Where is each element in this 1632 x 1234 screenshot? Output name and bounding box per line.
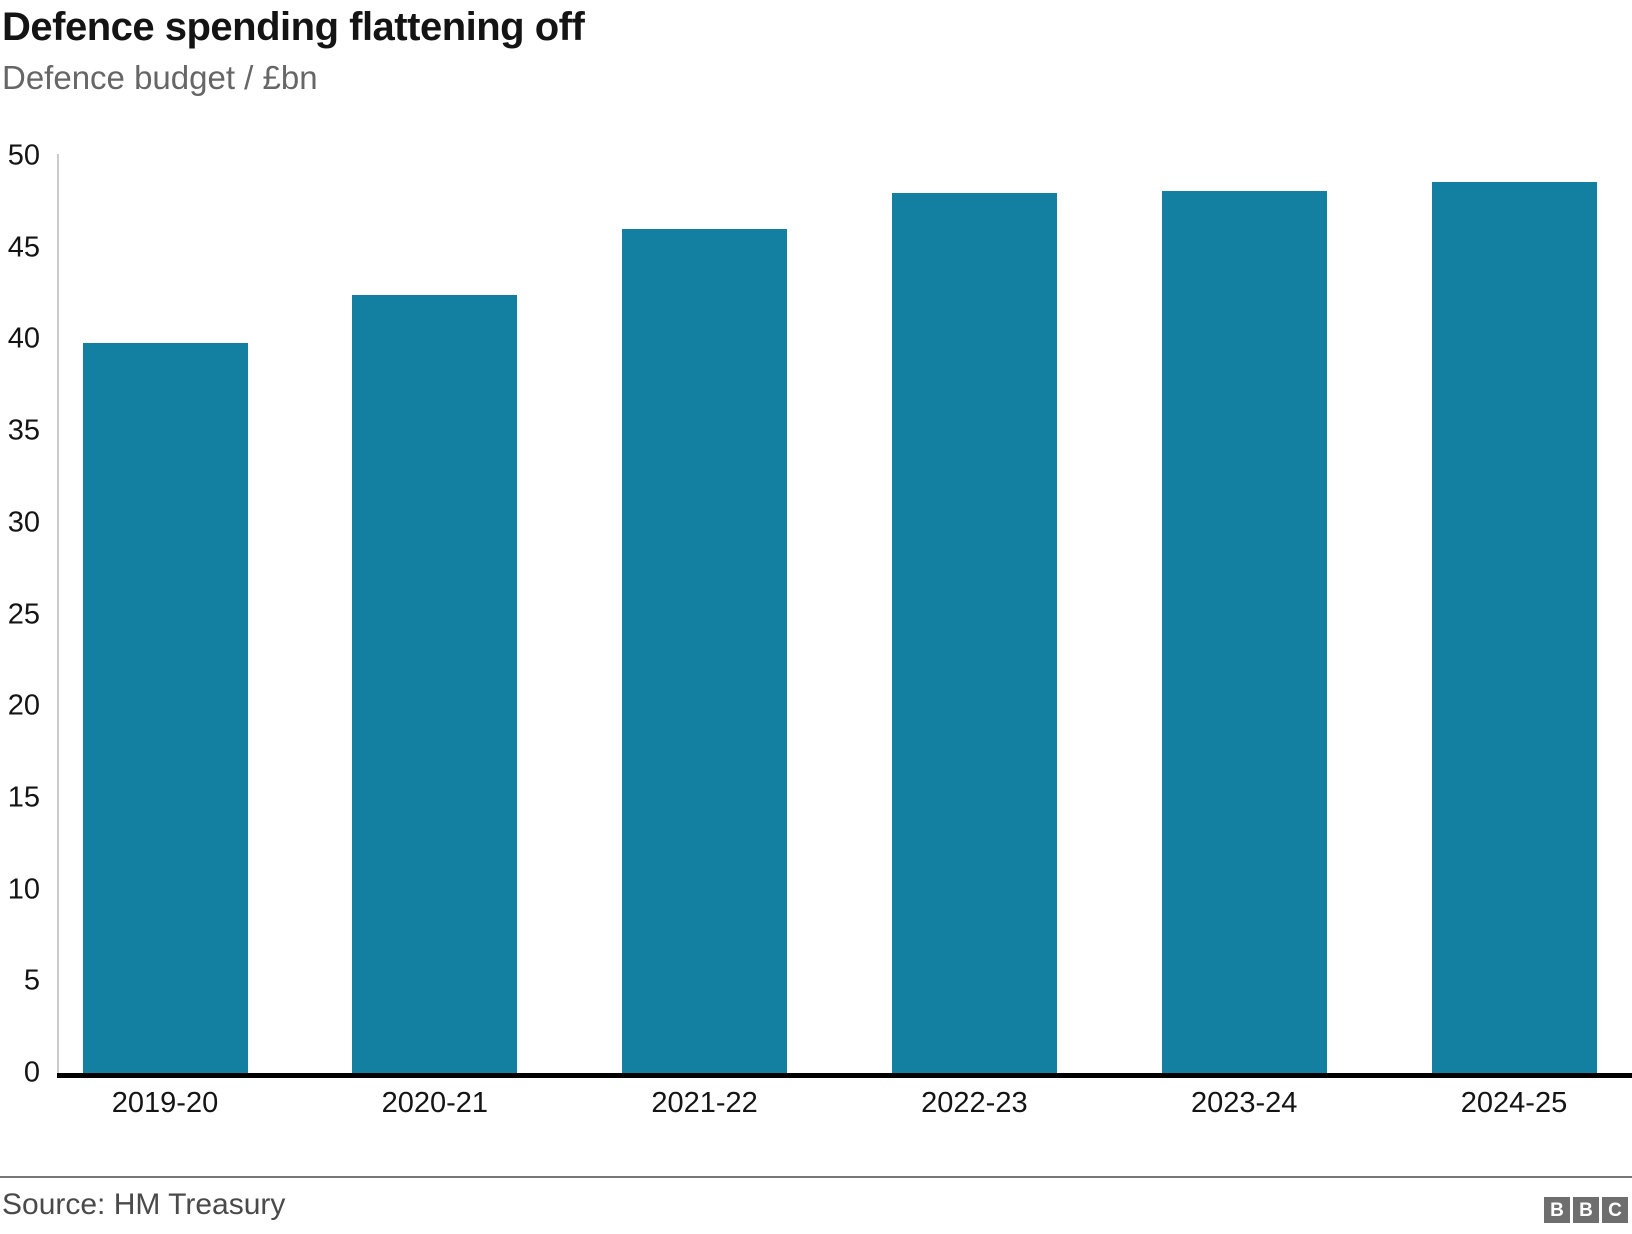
y-tick-label: 40 [7,322,40,355]
plot-area [57,154,1632,1078]
y-tick-label: 50 [7,139,40,172]
bar-2022-23 [891,192,1057,1073]
chart-title: Defence spending flattening off [2,5,585,49]
bbc-logo-letter: B [1573,1197,1599,1223]
x-tick-label: 2022-23 [921,1087,1028,1119]
y-axis: 0 5 10 15 20 25 30 35 40 45 50 [0,140,40,1089]
bar-2023-24 [1161,190,1327,1073]
bar-2024-25 [1431,181,1597,1073]
x-tick-label: 2019-20 [111,1087,219,1119]
y-tick-label: 45 [7,231,40,264]
x-axis: 2019-20 2020-21 2021-22 2022-23 2023-24 2024-… [57,1087,1632,1129]
y-axis-line [57,154,59,1073]
source-label: Source: HM Treasury [2,1188,286,1221]
bbc-logo-letter: C [1602,1197,1628,1223]
x-axis-line [57,1073,1632,1078]
y-tick-label: 35 [7,414,40,447]
y-tick-label: 5 [23,964,40,997]
y-tick-label: 25 [7,598,40,630]
x-tick-label: 2024-25 [1460,1087,1568,1119]
y-tick-label: 10 [7,873,40,906]
y-tick-label: 20 [7,689,40,722]
bar-2019-20 [82,343,248,1073]
x-tick-label: 2023-24 [1190,1087,1298,1119]
x-tick-label: 2020-21 [381,1087,489,1119]
bar-2021-22 [622,229,788,1073]
footer-divider [0,1176,1632,1178]
bar-2020-21 [352,295,518,1073]
chart-subtitle: Defence budget / £bn [2,59,318,96]
y-tick-label: 15 [7,781,40,814]
y-tick-label: 0 [23,1056,40,1089]
y-tick-label: 30 [7,506,40,539]
bbc-logo-letter: B [1544,1197,1570,1223]
x-tick-label: 2021-22 [651,1087,758,1119]
